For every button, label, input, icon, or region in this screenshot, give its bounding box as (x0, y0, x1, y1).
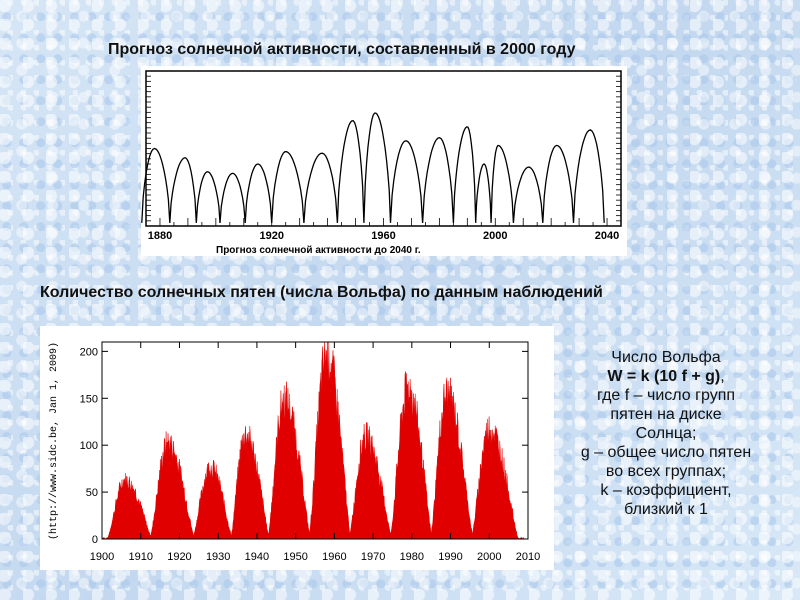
forecast-x-tick-label: 1960 (371, 230, 395, 242)
wolf-source-label: (http://www.sidc.be, Jan 1, 2009) (48, 342, 60, 540)
wolf-x-tick-label: 1980 (400, 551, 424, 563)
wolf-x-tick-label: 2000 (477, 551, 501, 563)
wolf-x-tick-label: 1940 (245, 551, 269, 563)
wolf-formula: W = k (10 f + g) (607, 368, 721, 385)
wolf-x-tick-label: 1960 (322, 551, 346, 563)
wolf-x-tick-label: 1970 (361, 551, 385, 563)
wolf-x-tick-label: 1990 (438, 551, 462, 563)
wolf-x-tick-label: 2010 (516, 551, 540, 563)
wolf-y-tick-label: 50 (86, 487, 98, 499)
wolf-number-explanation: Число Вольфа W = k (10 f + g), где f – ч… (556, 348, 776, 519)
wolf-x-tick-label: 1910 (128, 551, 152, 563)
wolf-y-tick-label: 0 (92, 534, 98, 546)
sunspot-area-series (101, 341, 525, 540)
explain-line-close: близкий к 1 (624, 501, 708, 518)
forecast-x-tick-label: 1880 (148, 230, 172, 242)
forecast-chart: 1880 1920 1960 2000 2040 Прогноз солнечной ак… (141, 66, 627, 256)
explain-line-g: g – общее число пятен (580, 444, 752, 461)
forecast-x-tick-label: 2040 (595, 230, 619, 242)
explain-line-disk: пятен на диске (610, 406, 722, 423)
wolf-x-tick-label: 1930 (206, 551, 230, 563)
forecast-x-tick-label: 1920 (259, 230, 283, 242)
explain-line-k: k – коэффициент, (600, 482, 732, 499)
forecast-plot-frame (145, 70, 622, 227)
explain-line-sun: Солнца; (635, 425, 697, 442)
explain-line-f: где f – число групп (596, 387, 736, 404)
wolf-x-tick-label: 1900 (90, 551, 114, 563)
wolf-x-tick-label: 1920 (167, 551, 191, 563)
forecast-series-line (141, 112, 605, 223)
wolf-y-tick-label: 100 (80, 440, 98, 452)
wolf-plot-frame (101, 341, 529, 540)
wolf-y-tick-label: 150 (80, 393, 98, 405)
wolf-y-tick-label: 200 (80, 346, 98, 358)
explain-line-groups: во всех группах; (605, 463, 727, 480)
forecast-title: Прогноз солнечной активности, составленн… (108, 41, 576, 58)
explain-title: Число Вольфа (611, 349, 721, 366)
forecast-x-tick-label: 2000 (483, 230, 507, 242)
observations-title: Количество солнечных пятен (числа Вольфа… (40, 284, 603, 301)
wolf-number-chart: 0 50 100 150 200 1900 1910 1920 1930 1940 1950 1960… (40, 326, 554, 570)
wolf-x-tick-label: 1950 (283, 551, 307, 563)
forecast-caption: Прогноз солнечной активности до 2040 г. (216, 245, 421, 256)
wolf-formula-line: W = k (10 f + g), (556, 367, 776, 386)
formula-comma: , (720, 368, 725, 385)
